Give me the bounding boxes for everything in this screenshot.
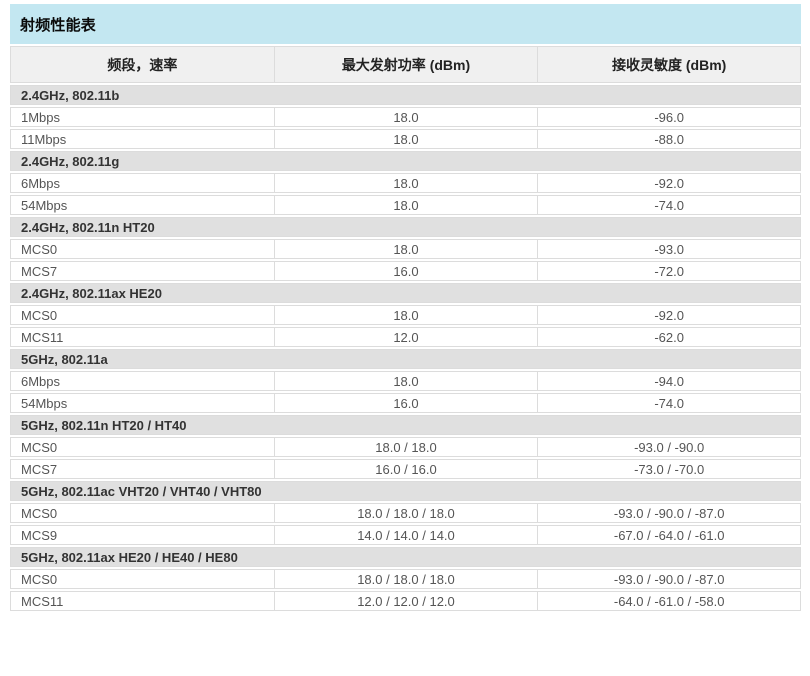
section-label: 2.4GHz, 802.11b: [10, 85, 801, 105]
cell-rate: MCS0: [10, 239, 274, 259]
cell-rate: 54Mbps: [10, 393, 274, 413]
table-row: 6Mbps 18.0 -94.0: [10, 371, 801, 391]
table-row: 54Mbps 18.0 -74.0: [10, 195, 801, 215]
cell-rx-sensitivity: -93.0 / -90.0 / -87.0: [537, 569, 801, 589]
col-header-rx-sensitivity: 接收灵敏度 (dBm): [537, 46, 801, 83]
cell-rx-sensitivity: -93.0 / -90.0 / -87.0: [537, 503, 801, 523]
cell-rate: 11Mbps: [10, 129, 274, 149]
table-row: MCS0 18.0 -93.0: [10, 239, 801, 259]
cell-rate: MCS0: [10, 305, 274, 325]
cell-tx-power: 18.0: [273, 195, 538, 215]
section-label: 5GHz, 802.11ax HE20 / HE40 / HE80: [10, 547, 801, 567]
table-row: MCS0 18.0 -92.0: [10, 305, 801, 325]
cell-tx-power: 16.0: [273, 393, 538, 413]
table-row: MCS0 18.0 / 18.0 / 18.0 -93.0 / -90.0 / …: [10, 503, 801, 523]
section-row: 2.4GHz, 802.11b: [10, 85, 801, 105]
cell-rx-sensitivity: -88.0: [537, 129, 801, 149]
table-row: MCS0 18.0 / 18.0 -93.0 / -90.0: [10, 437, 801, 457]
cell-tx-power: 18.0: [273, 107, 538, 127]
section-row: 5GHz, 802.11ac VHT20 / VHT40 / VHT80: [10, 481, 801, 501]
cell-rate: 6Mbps: [10, 173, 274, 193]
table-title-bar: 射频性能表: [10, 4, 801, 44]
cell-rx-sensitivity: -93.0: [537, 239, 801, 259]
cell-tx-power: 18.0: [273, 173, 538, 193]
section-label: 2.4GHz, 802.11ax HE20: [10, 283, 801, 303]
col-header-max-tx-power: 最大发射功率 (dBm): [273, 46, 538, 83]
cell-tx-power: 18.0: [273, 239, 538, 259]
section-row: 5GHz, 802.11n HT20 / HT40: [10, 415, 801, 435]
table-row: MCS7 16.0 / 16.0 -73.0 / -70.0: [10, 459, 801, 479]
table-row: 11Mbps 18.0 -88.0: [10, 129, 801, 149]
cell-rate: MCS9: [10, 525, 274, 545]
cell-rx-sensitivity: -73.0 / -70.0: [537, 459, 801, 479]
section-label: 5GHz, 802.11a: [10, 349, 801, 369]
cell-tx-power: 16.0: [273, 261, 538, 281]
header-row: 频段，速率 最大发射功率 (dBm) 接收灵敏度 (dBm): [10, 46, 801, 83]
cell-rx-sensitivity: -93.0 / -90.0: [537, 437, 801, 457]
section-row: 5GHz, 802.11a: [10, 349, 801, 369]
section-label: 5GHz, 802.11ac VHT20 / VHT40 / VHT80: [10, 481, 801, 501]
col-header-band-rate: 频段，速率: [10, 46, 274, 83]
cell-tx-power: 18.0: [273, 371, 538, 391]
cell-rx-sensitivity: -74.0: [537, 393, 801, 413]
table-row: MCS11 12.0 -62.0: [10, 327, 801, 347]
cell-rx-sensitivity: -92.0: [537, 173, 801, 193]
table-row: MCS9 14.0 / 14.0 / 14.0 -67.0 / -64.0 / …: [10, 525, 801, 545]
section-row: 2.4GHz, 802.11g: [10, 151, 801, 171]
cell-rx-sensitivity: -94.0: [537, 371, 801, 391]
rf-performance-panel: 射频性能表 频段，速率 最大发射功率 (dBm) 接收灵敏度 (dBm) 2.4…: [10, 4, 801, 613]
cell-rx-sensitivity: -64.0 / -61.0 / -58.0: [537, 591, 801, 611]
cell-rate: MCS11: [10, 327, 274, 347]
cell-rate: MCS7: [10, 261, 274, 281]
cell-rx-sensitivity: -92.0: [537, 305, 801, 325]
cell-rx-sensitivity: -62.0: [537, 327, 801, 347]
cell-rate: MCS7: [10, 459, 274, 479]
cell-rate: 54Mbps: [10, 195, 274, 215]
cell-rx-sensitivity: -74.0: [537, 195, 801, 215]
table-row: MCS0 18.0 / 18.0 / 18.0 -93.0 / -90.0 / …: [10, 569, 801, 589]
rf-performance-table: 频段，速率 最大发射功率 (dBm) 接收灵敏度 (dBm) 2.4GHz, 8…: [10, 44, 801, 613]
table-title: 射频性能表: [20, 16, 97, 34]
section-label: 5GHz, 802.11n HT20 / HT40: [10, 415, 801, 435]
cell-tx-power: 18.0: [273, 305, 538, 325]
table-row: MCS7 16.0 -72.0: [10, 261, 801, 281]
section-label: 2.4GHz, 802.11g: [10, 151, 801, 171]
cell-tx-power: 12.0: [273, 327, 538, 347]
cell-rate: MCS11: [10, 591, 274, 611]
cell-rate: MCS0: [10, 569, 274, 589]
section-label: 2.4GHz, 802.11n HT20: [10, 217, 801, 237]
cell-rate: MCS0: [10, 437, 274, 457]
cell-rx-sensitivity: -67.0 / -64.0 / -61.0: [537, 525, 801, 545]
cell-tx-power: 14.0 / 14.0 / 14.0: [273, 525, 538, 545]
table-row: 54Mbps 16.0 -74.0: [10, 393, 801, 413]
table-row: 6Mbps 18.0 -92.0: [10, 173, 801, 193]
cell-tx-power: 18.0 / 18.0 / 18.0: [273, 503, 538, 523]
table-row: MCS11 12.0 / 12.0 / 12.0 -64.0 / -61.0 /…: [10, 591, 801, 611]
cell-tx-power: 16.0 / 16.0: [273, 459, 538, 479]
cell-rx-sensitivity: -72.0: [537, 261, 801, 281]
section-row: 2.4GHz, 802.11n HT20: [10, 217, 801, 237]
cell-rate: 1Mbps: [10, 107, 274, 127]
cell-tx-power: 12.0 / 12.0 / 12.0: [273, 591, 538, 611]
cell-rx-sensitivity: -96.0: [537, 107, 801, 127]
cell-tx-power: 18.0 / 18.0 / 18.0: [273, 569, 538, 589]
table-row: 1Mbps 18.0 -96.0: [10, 107, 801, 127]
cell-tx-power: 18.0 / 18.0: [273, 437, 538, 457]
cell-tx-power: 18.0: [273, 129, 538, 149]
section-row: 5GHz, 802.11ax HE20 / HE40 / HE80: [10, 547, 801, 567]
cell-rate: MCS0: [10, 503, 274, 523]
cell-rate: 6Mbps: [10, 371, 274, 391]
section-row: 2.4GHz, 802.11ax HE20: [10, 283, 801, 303]
